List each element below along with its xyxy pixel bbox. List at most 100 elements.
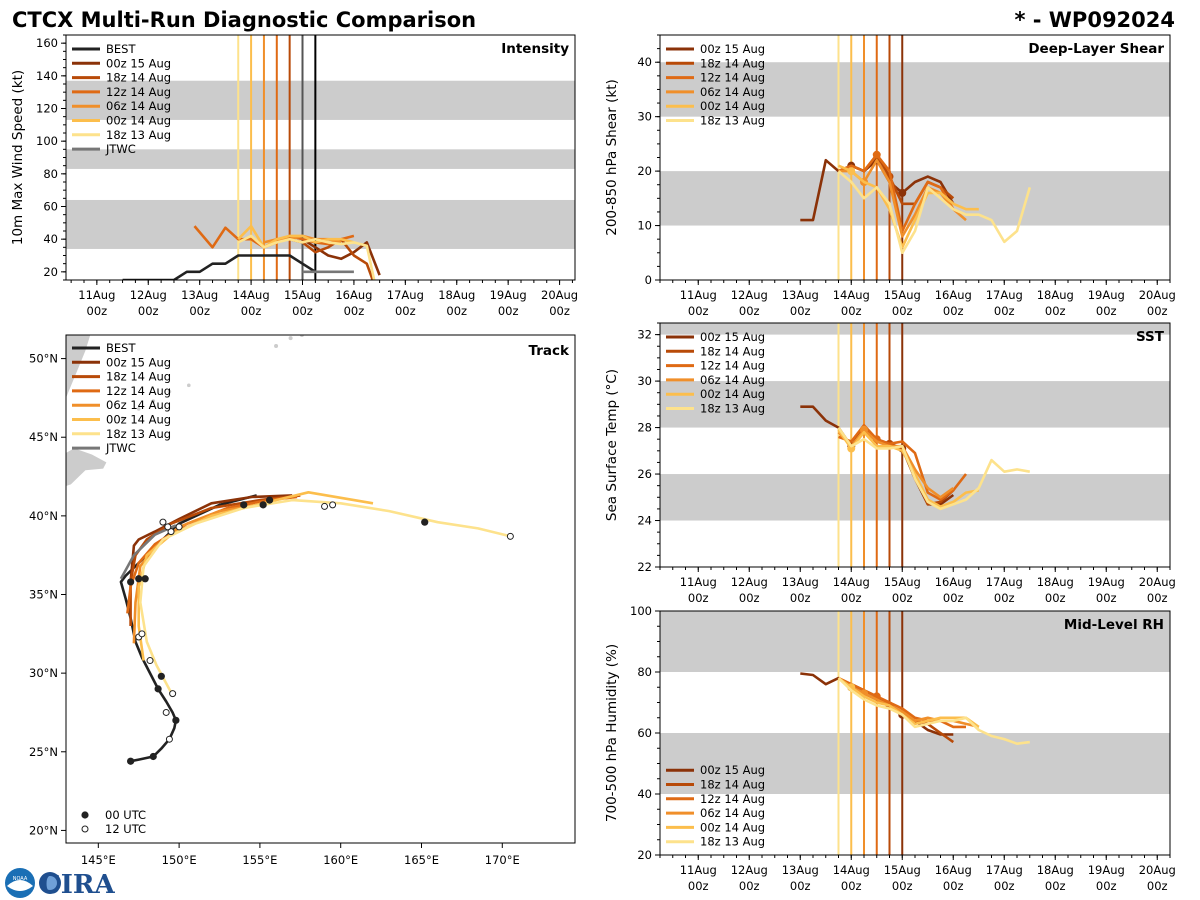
forecast-00utc-marker-0 bbox=[421, 518, 429, 526]
track-line-18z-13-aug bbox=[139, 498, 511, 696]
best-12utc-marker-0 bbox=[165, 735, 173, 743]
y-tick-label-6: 140 bbox=[36, 69, 58, 83]
series-point-06z-14-aug-0 bbox=[860, 425, 868, 434]
x-tick-hour-0: 00z bbox=[688, 304, 709, 318]
shear-plot-area bbox=[660, 35, 1170, 280]
threshold-band-1 bbox=[66, 149, 575, 169]
x-tick-day-6: 17Aug bbox=[986, 863, 1023, 877]
lon-tick-label-1: 150°E bbox=[162, 853, 197, 867]
x-tick-day-8: 19Aug bbox=[1088, 288, 1125, 302]
legend-label-18z-13-aug: 18z 13 Aug bbox=[106, 427, 171, 441]
x-tick-hour-5: 00z bbox=[943, 304, 964, 318]
x-tick-day-0: 11Aug bbox=[680, 575, 717, 589]
y-tick-label-1: 40 bbox=[43, 232, 58, 246]
x-tick-hour-9: 00z bbox=[1147, 591, 1168, 605]
land-hokkaido bbox=[66, 448, 107, 486]
lat-tick-label-6: 50°N bbox=[29, 352, 58, 366]
x-tick-hour-6: 00z bbox=[395, 304, 416, 318]
legend-label-12z-14-aug: 12z 14 Aug bbox=[700, 359, 765, 373]
lon-tick-label-5: 170°E bbox=[485, 853, 520, 867]
x-tick-hour-4: 00z bbox=[292, 304, 313, 318]
sst-y-axis-label: Sea Surface Temp (°C) bbox=[604, 369, 620, 521]
y-tick-label-0: 0 bbox=[645, 273, 652, 287]
x-tick-hour-6: 00z bbox=[994, 591, 1015, 605]
y-tick-label-4: 30 bbox=[637, 374, 652, 388]
x-tick-day-4: 15Aug bbox=[884, 863, 921, 877]
y-tick-label-0: 20 bbox=[43, 265, 58, 279]
forecast-12utc-marker-7 bbox=[146, 657, 154, 665]
rh-panel-title: Mid-Level RH bbox=[1064, 617, 1164, 633]
x-tick-day-1: 12Aug bbox=[130, 288, 167, 302]
y-tick-label-0: 20 bbox=[637, 848, 652, 862]
x-tick-day-9: 20Aug bbox=[1139, 288, 1176, 302]
lon-tick-label-4: 165°E bbox=[404, 853, 439, 867]
forecast-12utc-marker-11 bbox=[175, 523, 183, 531]
best-00utc-marker-4 bbox=[127, 578, 135, 586]
rh-panel: 20 40 60 80 100 11Aug 00z 12Aug 00z 13Aug 00z 14Aug… bbox=[604, 604, 1176, 893]
x-tick-hour-8: 00z bbox=[1096, 591, 1117, 605]
x-tick-day-9: 20Aug bbox=[1139, 575, 1176, 589]
kuril-island-2 bbox=[151, 399, 156, 403]
best-00utc-marker-2 bbox=[172, 716, 180, 724]
legend-label-12z-14-aug: 12z 14 Aug bbox=[106, 384, 171, 398]
x-tick-hour-0: 00z bbox=[688, 879, 709, 893]
y-tick-label-1: 24 bbox=[637, 514, 652, 528]
x-tick-day-1: 12Aug bbox=[731, 575, 768, 589]
y-tick-label-3: 28 bbox=[637, 421, 652, 435]
x-tick-hour-9: 00z bbox=[1147, 304, 1168, 318]
x-tick-hour-7: 00z bbox=[1045, 879, 1066, 893]
legend-label-12z-14-aug: 12z 14 Aug bbox=[106, 85, 171, 99]
series-point-12z-14-aug-0 bbox=[872, 150, 881, 159]
shear-panel: 0 10 20 30 40 11Aug 00z 12Aug 00z 13Aug 00z 14Aug 00… bbox=[604, 34, 1176, 318]
x-tick-hour-2: 00z bbox=[790, 879, 811, 893]
x-tick-day-7: 18Aug bbox=[438, 288, 475, 302]
x-tick-hour-4: 00z bbox=[892, 591, 913, 605]
forecast-12utc-marker-3 bbox=[321, 502, 329, 510]
x-tick-day-5: 16Aug bbox=[335, 288, 372, 302]
x-tick-hour-0: 00z bbox=[688, 591, 709, 605]
x-tick-hour-8: 00z bbox=[498, 304, 519, 318]
cira-logo-text: CIRA bbox=[40, 870, 115, 900]
series-line-12z-14-aug bbox=[837, 676, 966, 729]
x-tick-hour-8: 00z bbox=[1096, 879, 1117, 893]
series-line-12z-14-aug bbox=[837, 153, 955, 233]
y-tick-label-5: 32 bbox=[637, 328, 652, 342]
x-tick-hour-1: 00z bbox=[138, 304, 159, 318]
x-tick-day-1: 12Aug bbox=[731, 288, 768, 302]
noaa-logo-text: NOAA bbox=[13, 876, 28, 882]
x-tick-hour-3: 00z bbox=[841, 591, 862, 605]
x-tick-hour-7: 00z bbox=[446, 304, 467, 318]
x-tick-day-4: 15Aug bbox=[884, 575, 921, 589]
x-tick-hour-1: 00z bbox=[739, 304, 760, 318]
x-tick-hour-6: 00z bbox=[994, 879, 1015, 893]
x-tick-hour-6: 00z bbox=[994, 304, 1015, 318]
legend-label-00z-14-aug: 00z 14 Aug bbox=[700, 99, 765, 113]
forecast-12utc-marker-9 bbox=[159, 518, 167, 526]
x-tick-hour-2: 00z bbox=[189, 304, 210, 318]
legend-label-06z-14-aug: 06z 14 Aug bbox=[700, 85, 765, 99]
x-tick-hour-5: 00z bbox=[943, 591, 964, 605]
y-tick-label-3: 80 bbox=[43, 167, 58, 181]
series-line-00z-14-aug bbox=[237, 224, 355, 249]
lat-tick-label-2: 30°N bbox=[29, 666, 58, 680]
sst-plot-area bbox=[660, 323, 1170, 567]
series-line-12z-14-aug bbox=[838, 423, 968, 501]
series-point-00z-15-aug-2 bbox=[898, 188, 907, 197]
legend-label-00z-15-aug: 00z 15 Aug bbox=[700, 330, 765, 344]
forecast-12utc-marker-1 bbox=[506, 532, 514, 540]
x-tick-hour-1: 00z bbox=[739, 591, 760, 605]
forecast-12utc-marker-10 bbox=[167, 528, 175, 536]
threshold-band-1 bbox=[660, 611, 1170, 672]
lat-tick-label-4: 40°N bbox=[29, 509, 58, 523]
kuril-island-4 bbox=[187, 383, 191, 388]
best-00utc-marker-0 bbox=[127, 757, 135, 765]
best-00utc-marker-5 bbox=[240, 501, 248, 509]
y-tick-label-4: 100 bbox=[630, 604, 652, 618]
track-line-06z-14-aug bbox=[132, 502, 269, 644]
x-tick-day-4: 15Aug bbox=[884, 288, 921, 302]
x-tick-hour-9: 00z bbox=[1147, 879, 1168, 893]
x-tick-day-5: 16Aug bbox=[935, 288, 972, 302]
series-line-18z-13-aug bbox=[837, 170, 1032, 255]
x-tick-day-1: 12Aug bbox=[731, 863, 768, 877]
x-tick-hour-3: 00z bbox=[841, 304, 862, 318]
